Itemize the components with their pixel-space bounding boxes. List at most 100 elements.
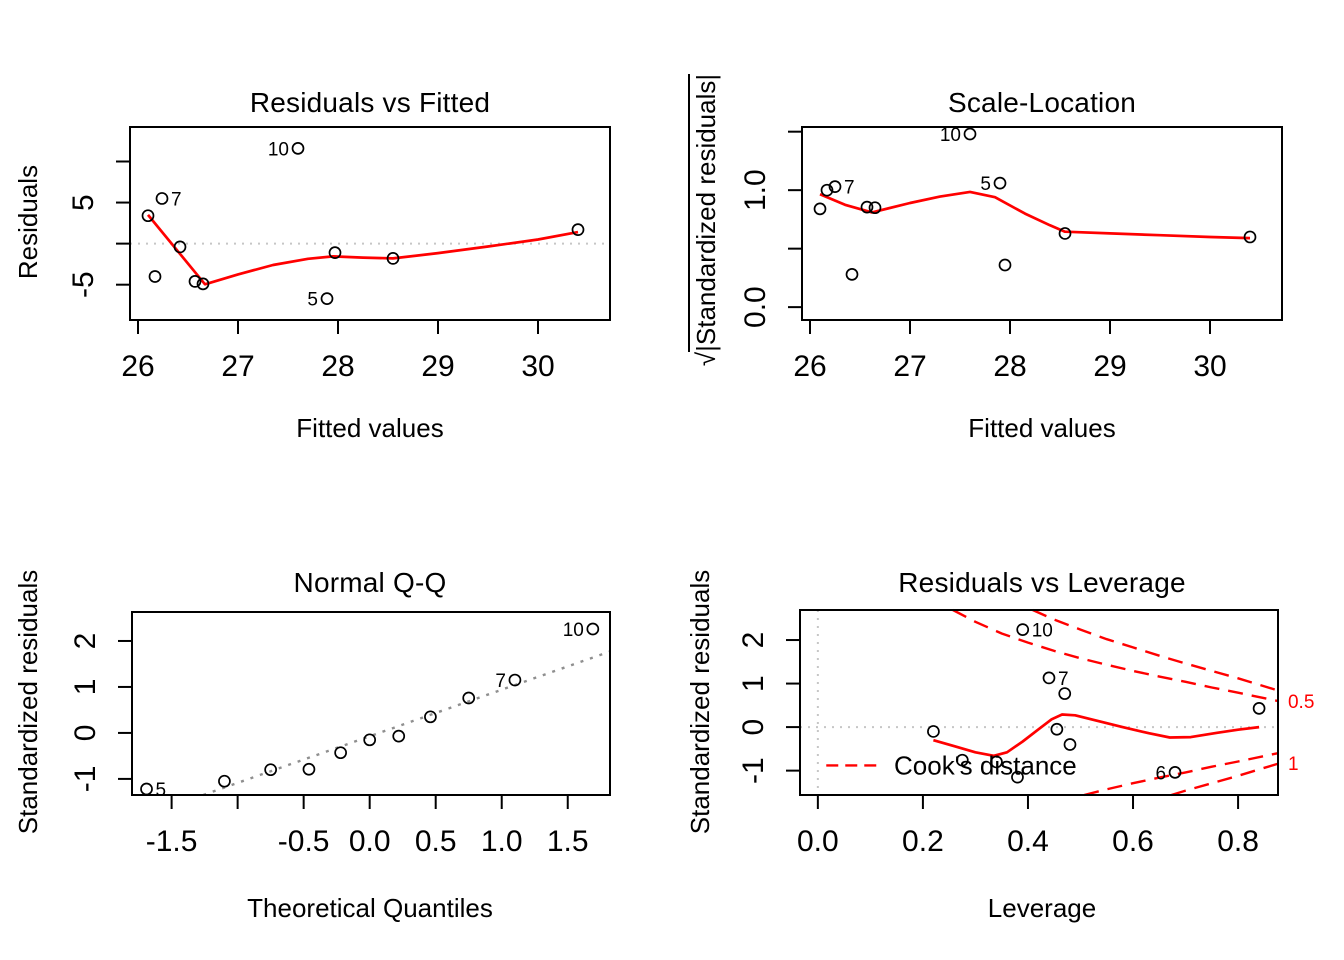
data-point (990, 755, 1003, 769)
point-label: 7 (844, 178, 855, 199)
x-tick-label: 1.5 (547, 825, 589, 858)
point-label: 6 (1155, 763, 1166, 784)
data-point (813, 202, 827, 216)
qq-reference-line (202, 650, 611, 797)
x-tick-label: 0.5 (415, 825, 457, 858)
data-point (1252, 702, 1266, 715)
data-point (1058, 227, 1072, 240)
point-label: 5 (307, 290, 318, 311)
x-axis-title: Theoretical Quantiles (247, 893, 493, 923)
data-point (291, 142, 305, 155)
data-point (386, 252, 400, 265)
y-tick-label: 0 (69, 725, 102, 742)
data-point (140, 782, 153, 796)
y-tick-label: 5 (67, 194, 100, 211)
data-point (963, 127, 977, 141)
point-label: 5 (980, 174, 991, 195)
panel-title: Scale-Location (947, 87, 1137, 118)
x-tick-label: -0.5 (278, 825, 330, 858)
x-tick-label: 27 (221, 350, 254, 383)
data-point (1016, 623, 1030, 636)
x-tick-label: 0.2 (902, 825, 944, 858)
x-tick-label: 27 (893, 350, 926, 383)
data-point (334, 746, 347, 760)
plot-box (801, 126, 1283, 321)
scale-location-svg: 7 10 5 26 27 28 29 30 0.0 1.0 (739, 125, 1283, 383)
x-axis-title: Fitted values (968, 413, 1116, 443)
data-point (320, 292, 334, 305)
y-tick-label: 1.0 (739, 169, 772, 211)
data-point (462, 691, 476, 705)
panel-scale-location: 7 10 5 26 27 28 29 30 0.0 1.0 Scale-Location Fitt… (672, 0, 1344, 480)
x-tick-label: 0.6 (1112, 825, 1154, 858)
x-tick-label: 0.0 (797, 825, 839, 858)
data-point (363, 733, 377, 747)
panel-title: Residuals vs Fitted (249, 87, 491, 118)
cooks-distance-contour-0.5 (952, 608, 1279, 703)
cooks-level-label: 1 (1288, 754, 1299, 775)
plot-box (799, 609, 1279, 796)
smoother-line (146, 214, 579, 286)
x-axis-title: Fitted values (296, 413, 444, 443)
data-point (571, 223, 585, 237)
x-tick-label: 30 (1193, 350, 1226, 383)
panel-normal-qq: 5 7 10 -1.5 -0.5 0.0 0.5 1.0 1.5 -1 0 1 2 Normal Q-Q… (0, 480, 672, 960)
point-label: 10 (1032, 621, 1053, 642)
y-tick-label: 0.0 (739, 286, 772, 328)
y-tick-label: -5 (67, 271, 100, 298)
x-tick-label: 26 (121, 350, 154, 383)
panel-title: Residuals vs Leverage (898, 567, 1186, 598)
point-label: 7 (495, 671, 506, 692)
data-point (173, 240, 187, 254)
plot-box (131, 611, 611, 796)
panel-title: Normal Q-Q (293, 567, 447, 598)
y-axis-title: Standardized residuals (685, 569, 715, 835)
plot-box (129, 126, 611, 321)
point-label: 7 (1058, 669, 1069, 690)
data-point (148, 270, 162, 283)
data-point (1050, 722, 1064, 736)
cooks-distance-contour-1 (1171, 762, 1279, 797)
point-label: 10 (563, 620, 584, 641)
data-point (302, 762, 316, 776)
x-tick-label: 28 (321, 350, 354, 383)
data-point (845, 268, 859, 281)
x-tick-label: 26 (793, 350, 826, 383)
x-tick-label: 29 (1093, 350, 1126, 383)
y-tick-label: 2 (69, 633, 102, 650)
data-point (868, 201, 882, 215)
data-point (424, 710, 437, 724)
data-point (820, 183, 834, 197)
point-label: 7 (171, 189, 182, 210)
data-point (1243, 230, 1257, 244)
data-point (508, 673, 522, 687)
data-point (328, 246, 342, 260)
smoother-line (819, 190, 1251, 240)
data-point (1042, 671, 1056, 685)
panel-residuals-vs-leverage: Cook's distance 10 7 6 0.5 1 0.0 0.2 0.4 0.6 0.8 -1… (672, 480, 1344, 960)
y-tick-label: 1 (69, 679, 102, 696)
y-tick-label: 0 (737, 719, 770, 736)
y-axis-title: Standardized residuals (13, 569, 43, 835)
data-point (993, 176, 1007, 190)
data-point (998, 258, 1012, 272)
data-point (141, 209, 155, 223)
point-label: 5 (156, 780, 167, 801)
x-tick-label: 0.4 (1007, 825, 1049, 858)
normal-qq-svg: 5 7 10 -1.5 -0.5 0.0 0.5 1.0 1.5 -1 0 1 2 (69, 611, 611, 858)
sqrt-radical-sign: √ (691, 351, 721, 367)
data-point (196, 277, 210, 291)
data-point (927, 725, 940, 738)
data-point (188, 275, 202, 288)
data-point (1058, 687, 1072, 700)
x-tick-label: 29 (421, 350, 454, 383)
x-tick-label: 30 (521, 350, 554, 383)
data-point (1063, 738, 1077, 751)
point-label: 10 (268, 139, 289, 160)
data-point (586, 622, 600, 636)
cooks-level-label: 0.5 (1288, 692, 1314, 713)
cooks-distance-contour-0.5 (1083, 752, 1279, 797)
y-tick-label: -1 (737, 757, 770, 784)
